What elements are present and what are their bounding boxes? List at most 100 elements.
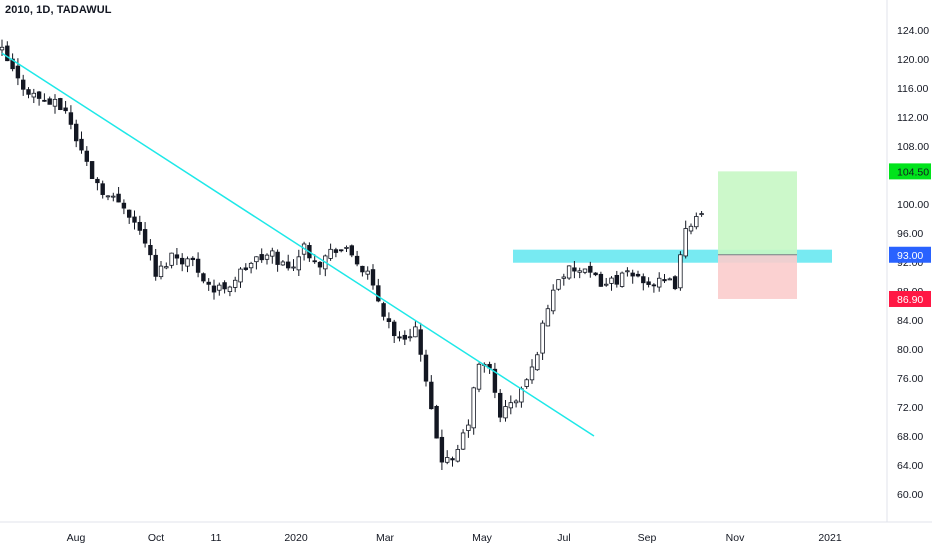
candle [529, 359, 535, 384]
candle [105, 195, 111, 201]
candle [79, 131, 84, 154]
candle [365, 266, 370, 280]
trendline-layer [1, 52, 595, 437]
candle [556, 279, 561, 291]
candle [625, 267, 630, 277]
price-badges: 104.50 93.00 86.90 [889, 163, 931, 307]
price-tick-label: 120.00 [897, 54, 929, 66]
candle [36, 90, 42, 106]
candle [678, 251, 683, 291]
candle [127, 209, 132, 224]
candle [370, 264, 376, 290]
candle [275, 249, 280, 272]
candle [593, 272, 598, 277]
candle [524, 378, 529, 389]
candle [688, 223, 694, 235]
candle [657, 272, 662, 292]
price-axis: 124.00 120.00 116.00 112.00 108.00 100.00 96.0… [897, 25, 929, 501]
time-tick-label: 2021 [818, 532, 842, 544]
trendline[interactable] [1, 52, 595, 437]
candle [137, 215, 142, 235]
candle [614, 270, 619, 288]
time-axis: Aug Oct 11 2020 Mar May Jul Sep Nov 2021 [67, 532, 842, 544]
candle [476, 362, 482, 393]
time-tick-label: Aug [67, 532, 86, 544]
candle [206, 278, 211, 291]
candle [333, 247, 339, 258]
candle [243, 263, 248, 271]
candle [535, 351, 540, 371]
price-tick-label: 124.00 [897, 25, 929, 37]
candle [619, 271, 625, 288]
candle [450, 456, 455, 467]
candle [248, 261, 254, 274]
candle [667, 277, 672, 281]
candle [672, 275, 678, 291]
candle [434, 404, 439, 439]
candle [111, 192, 116, 202]
candle [354, 250, 360, 267]
candle [190, 256, 195, 267]
candle [270, 247, 275, 264]
candle [646, 277, 651, 288]
candle [360, 265, 365, 277]
price-tick-label: 80.00 [897, 344, 923, 356]
price-tick-label: 76.00 [897, 373, 923, 385]
candle [492, 362, 498, 399]
candle [58, 97, 63, 111]
time-tick-label: Sep [638, 532, 657, 544]
price-badge: 86.90 [889, 290, 931, 307]
candle [153, 248, 158, 281]
price-tick-label: 100.00 [897, 199, 929, 211]
candle [328, 243, 333, 261]
take-profit-zone[interactable] [718, 171, 797, 255]
price-badge: 93.00 [889, 246, 931, 263]
price-tick-label: 108.00 [897, 141, 929, 153]
price-tick-label: 96.00 [897, 228, 923, 240]
candle [264, 253, 270, 265]
candle [95, 177, 100, 191]
candle [132, 210, 137, 230]
time-tick-label: Oct [148, 532, 164, 544]
candle [418, 322, 423, 362]
candle [5, 41, 10, 62]
time-tick-label: Nov [726, 532, 745, 544]
candle [26, 87, 31, 99]
candle [222, 280, 227, 294]
candle [349, 244, 354, 258]
time-tick-label: May [472, 532, 493, 544]
price-tick-label: 64.00 [897, 460, 923, 472]
time-tick-label: Mar [376, 532, 395, 544]
candle [344, 245, 349, 252]
candle [63, 100, 68, 114]
price-tick-label: 112.00 [897, 112, 928, 124]
candle [588, 261, 593, 278]
candle [376, 278, 381, 303]
candle [508, 395, 513, 415]
candle [217, 282, 222, 296]
candle [301, 241, 307, 261]
time-tick-label: 11 [211, 532, 222, 544]
candle [572, 260, 577, 279]
stop-loss-zone[interactable] [718, 254, 797, 299]
candle [89, 161, 95, 180]
price-tick-label: 60.00 [897, 489, 923, 501]
candle [683, 220, 688, 259]
candle [444, 450, 450, 465]
candle [662, 273, 667, 283]
candle [20, 74, 26, 96]
candle [630, 269, 635, 284]
candle [391, 319, 397, 344]
candle [577, 267, 582, 279]
candle [604, 277, 609, 287]
candle [561, 273, 566, 286]
candle [238, 267, 243, 288]
candle [31, 88, 36, 104]
candle [116, 186, 121, 203]
candle [254, 256, 259, 270]
candle [68, 105, 74, 130]
candle [296, 249, 301, 277]
candle [211, 279, 217, 300]
candle [407, 328, 413, 342]
